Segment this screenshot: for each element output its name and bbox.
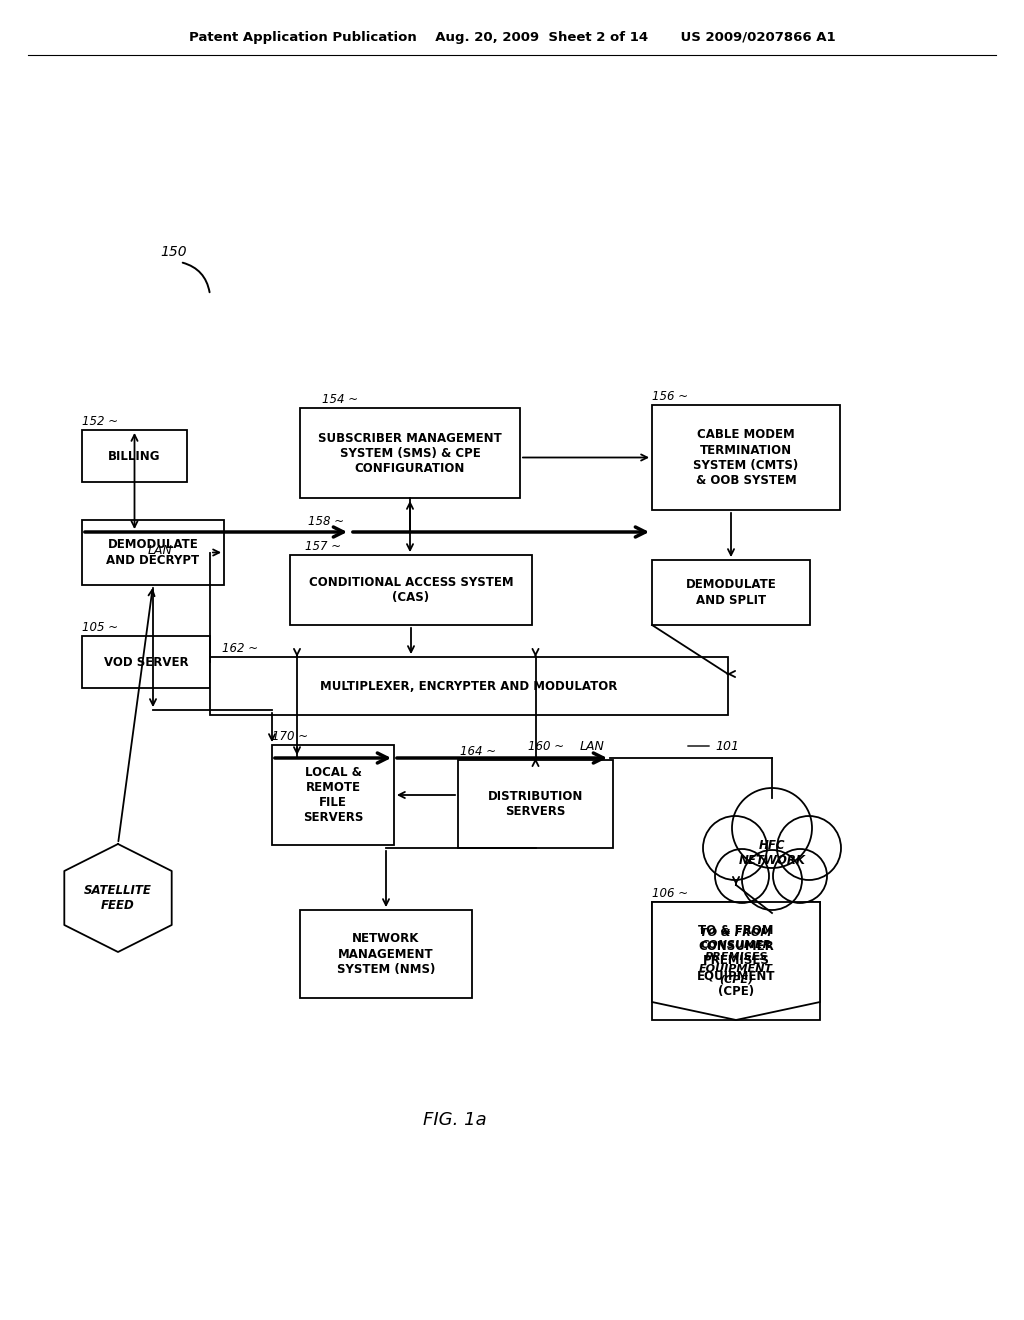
Text: VOD SERVER: VOD SERVER [103,656,188,668]
Polygon shape [652,902,820,1020]
FancyBboxPatch shape [210,657,728,715]
FancyBboxPatch shape [652,405,840,510]
Text: 150: 150 [160,246,186,259]
Text: 106 ~: 106 ~ [652,887,688,900]
Text: 156 ~: 156 ~ [652,389,688,403]
FancyBboxPatch shape [652,560,810,624]
Text: SUBSCRIBER MANAGEMENT
SYSTEM (SMS) & CPE
CONFIGURATION: SUBSCRIBER MANAGEMENT SYSTEM (SMS) & CPE… [318,432,502,474]
Text: 105 ~: 105 ~ [82,620,118,634]
Text: NETWORK
MANAGEMENT
SYSTEM (NMS): NETWORK MANAGEMENT SYSTEM (NMS) [337,932,435,975]
Text: 170 ~: 170 ~ [272,730,308,743]
Circle shape [703,816,767,880]
Text: HFC
NETWORK: HFC NETWORK [738,840,806,867]
FancyArrowPatch shape [182,263,210,292]
FancyBboxPatch shape [290,554,532,624]
Text: 152 ~: 152 ~ [82,414,118,428]
Text: TO & FROM
CONSUMER
PREMISES
EQUIPMENT
(CPE): TO & FROM CONSUMER PREMISES EQUIPMENT (C… [696,924,775,998]
Text: 164 ~: 164 ~ [460,744,496,758]
FancyBboxPatch shape [82,636,210,688]
FancyBboxPatch shape [300,909,472,998]
FancyBboxPatch shape [272,744,394,845]
Text: Patent Application Publication    Aug. 20, 2009  Sheet 2 of 14       US 2009/020: Patent Application Publication Aug. 20, … [188,32,836,45]
Text: 154 ~: 154 ~ [322,393,358,407]
Text: 160 ~: 160 ~ [528,741,564,752]
Text: CABLE MODEM
TERMINATION
SYSTEM (CMTS)
& OOB SYSTEM: CABLE MODEM TERMINATION SYSTEM (CMTS) & … [693,429,799,487]
FancyBboxPatch shape [82,430,187,482]
Text: DEMODULATE
AND DECRYPT: DEMODULATE AND DECRYPT [106,539,200,566]
Text: 158 ~: 158 ~ [308,515,344,528]
FancyBboxPatch shape [82,520,224,585]
FancyBboxPatch shape [300,408,520,498]
Text: LAN: LAN [147,544,172,557]
Text: DISTRIBUTION
SERVERS: DISTRIBUTION SERVERS [487,789,584,818]
FancyBboxPatch shape [652,902,820,1020]
Text: 101: 101 [715,741,739,752]
FancyBboxPatch shape [458,760,613,847]
Circle shape [742,850,802,909]
Text: FIG. 1a: FIG. 1a [423,1111,486,1129]
Text: CONDITIONAL ACCESS SYSTEM
(CAS): CONDITIONAL ACCESS SYSTEM (CAS) [308,576,513,605]
Text: MULTIPLEXER, ENCRYPTER AND MODULATOR: MULTIPLEXER, ENCRYPTER AND MODULATOR [321,680,617,693]
Text: SATELLITE
FEED: SATELLITE FEED [84,884,152,912]
Circle shape [732,788,812,869]
Text: TO & FROM
CONSUMER
PREMISES
EQUIPMENT
(CPE): TO & FROM CONSUMER PREMISES EQUIPMENT (C… [699,928,773,985]
Text: 162 ~: 162 ~ [222,642,258,655]
Text: BILLING: BILLING [109,450,161,462]
Text: LAN: LAN [580,741,605,752]
Circle shape [715,849,769,903]
Text: LOCAL &
REMOTE
FILE
SERVERS: LOCAL & REMOTE FILE SERVERS [303,766,364,824]
Circle shape [773,849,827,903]
Text: 157 ~: 157 ~ [305,540,341,553]
Circle shape [777,816,841,880]
Polygon shape [65,843,172,952]
Text: DEMODULATE
AND SPLIT: DEMODULATE AND SPLIT [686,578,776,606]
